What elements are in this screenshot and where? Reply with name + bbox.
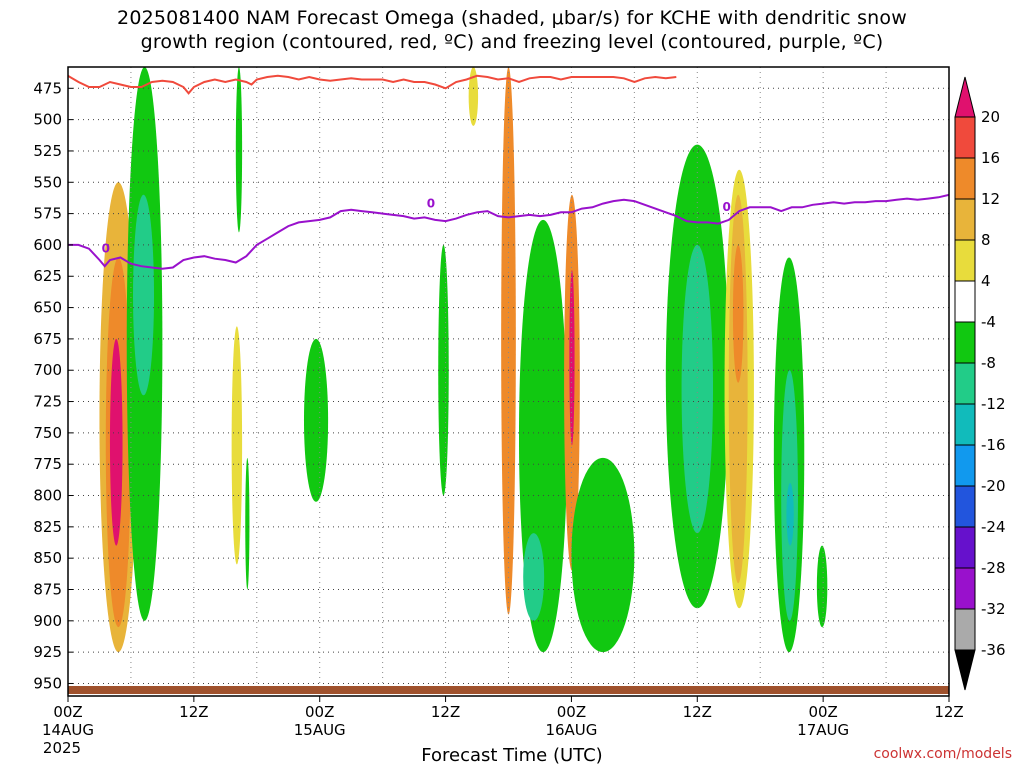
y-tick-label-625: 625 <box>33 267 62 285</box>
y-tick-label-550: 550 <box>33 173 62 191</box>
y-tick-label-575: 575 <box>33 205 62 223</box>
colorbar-swatch <box>954 608 976 651</box>
colorbar-label: 20 <box>981 108 1000 126</box>
terrain-ground <box>68 686 949 694</box>
y-tick-label-475: 475 <box>33 79 62 97</box>
colorbar-label: 4 <box>981 272 991 290</box>
colorbar-label: 8 <box>981 231 991 249</box>
colorbar-swatch <box>954 444 976 487</box>
colorbar-bottom-arrow <box>954 649 976 691</box>
y-tick-label-925: 925 <box>33 643 62 661</box>
colorbar-swatch <box>954 567 976 610</box>
omega-region-strong-ascent-15aug-18z-halo <box>501 67 516 615</box>
omega-region-subsidence-16aug-20z-peak <box>786 482 794 546</box>
x-tick-date: 16AUG <box>545 721 597 739</box>
omega-region-ascent-15aug-12z <box>468 67 479 126</box>
y-tick-label-700: 700 <box>33 361 62 379</box>
omega-region-subsidence-16aug-12z-core <box>681 244 714 534</box>
y-tick-label-525: 525 <box>33 142 62 160</box>
y-tick-label-825: 825 <box>33 518 62 536</box>
colorbar-swatch <box>954 485 976 528</box>
colorbar-label: -28 <box>981 559 1006 577</box>
y-tick-label-500: 500 <box>33 111 62 129</box>
chart-title: 2025081400 NAM Forecast Omega (shaded, μ… <box>0 6 1024 54</box>
colorbar-swatch <box>954 526 976 569</box>
y-tick-label-675: 675 <box>33 330 62 348</box>
omega-region-subsidence-left-core <box>133 194 155 396</box>
colorbar-top-arrow <box>954 76 976 118</box>
x-tick-label: 00Z <box>808 703 837 721</box>
colorbar-label: -8 <box>981 354 996 372</box>
freezing-level-label: 0 <box>427 196 435 210</box>
y-tick-label-775: 775 <box>33 455 62 473</box>
x-tick-label: 12Z <box>431 703 460 721</box>
x-tick-label: 00Z <box>53 703 82 721</box>
colorbar-label: -24 <box>981 518 1006 536</box>
x-tick-label: 12Z <box>934 703 963 721</box>
omega-region-subsidence-16aug-2z <box>571 457 635 653</box>
y-tick-label-800: 800 <box>33 487 62 505</box>
colorbar-label: 12 <box>981 190 1000 208</box>
x-tick-label: 00Z <box>305 703 334 721</box>
colorbar-label: -20 <box>981 477 1006 495</box>
x-tick-label: 12Z <box>683 703 712 721</box>
x-tick-label: 12Z <box>179 703 208 721</box>
colorbar-swatch <box>954 116 976 159</box>
chart-title-line-1: 2025081400 NAM Forecast Omega (shaded, μ… <box>117 7 907 29</box>
colorbar-swatch <box>954 280 976 323</box>
omega-region-subsidence-midday <box>235 67 243 233</box>
y-tick-label-600: 600 <box>33 236 62 254</box>
omega-region-ascent-16aug-15z-peak <box>732 244 744 383</box>
colorbar-swatch <box>954 403 976 446</box>
x-tick-year: 2025 <box>43 739 81 757</box>
grid-lines <box>68 67 949 696</box>
y-tick-label-650: 650 <box>33 299 62 317</box>
plot-border <box>67 66 950 697</box>
x-axis-title: Forecast Time (UTC) <box>421 745 603 766</box>
y-tick-label-725: 725 <box>33 393 62 411</box>
colorbar-label: -4 <box>981 313 996 331</box>
freezing-level-label: 0 <box>722 200 730 214</box>
colorbar-label: -32 <box>981 600 1006 618</box>
contour-lines: 0 0 0 <box>68 74 949 270</box>
y-tick-label-750: 750 <box>33 424 62 442</box>
colorbar-swatch <box>954 239 976 282</box>
colorbar-label: -16 <box>981 436 1006 454</box>
colorbar-legend: 20 16 12 8 4 -4 -8 -12 -16 -20 -24 -28 -32 -36 <box>954 76 1006 691</box>
omega-region-ascent-16aug-0z-peak <box>569 269 575 446</box>
colorbar-swatch <box>954 198 976 241</box>
colorbar-swatch <box>954 157 976 200</box>
omega-region-subsidence-midday-low <box>245 457 250 590</box>
x-tick-date: 14AUG <box>42 721 94 739</box>
freezing-level-contour <box>68 193 949 270</box>
y-tick-label-950: 950 <box>33 674 62 692</box>
omega-region-ascent-midday <box>231 326 243 565</box>
colorbar-label: 16 <box>981 149 1000 167</box>
x-tick-date: 17AUG <box>797 721 849 739</box>
freezing-level-label: 0 <box>102 241 110 255</box>
x-tick-date: 15AUG <box>294 721 346 739</box>
omega-region-subsidence-15aug-0z <box>303 338 329 502</box>
y-tick-label-850: 850 <box>33 549 62 567</box>
credit-text: coolwx.com/models <box>873 746 1012 762</box>
x-tick-label: 00Z <box>557 703 586 721</box>
colorbar-label: -36 <box>981 641 1006 659</box>
y-tick-label-875: 875 <box>33 580 62 598</box>
pressure-axis: 475 500 525 550 575 600 625 650 675 700 725 750 775 8… <box>33 79 73 692</box>
colorbar-swatch <box>954 321 976 364</box>
omega-region-subsidence-17aug-2z <box>816 545 828 628</box>
chart-title-line-2: growth region (contoured, red, ºC) and f… <box>140 31 884 53</box>
colorbar-swatch <box>954 362 976 405</box>
dendritic-zone-contour <box>68 74 677 95</box>
y-tick-label-900: 900 <box>33 612 62 630</box>
omega-region-east-upslope-ascent-left-peak <box>109 338 123 546</box>
colorbar-label: -12 <box>981 395 1006 413</box>
omega-region-subsidence-15aug-20z-core <box>523 533 545 621</box>
